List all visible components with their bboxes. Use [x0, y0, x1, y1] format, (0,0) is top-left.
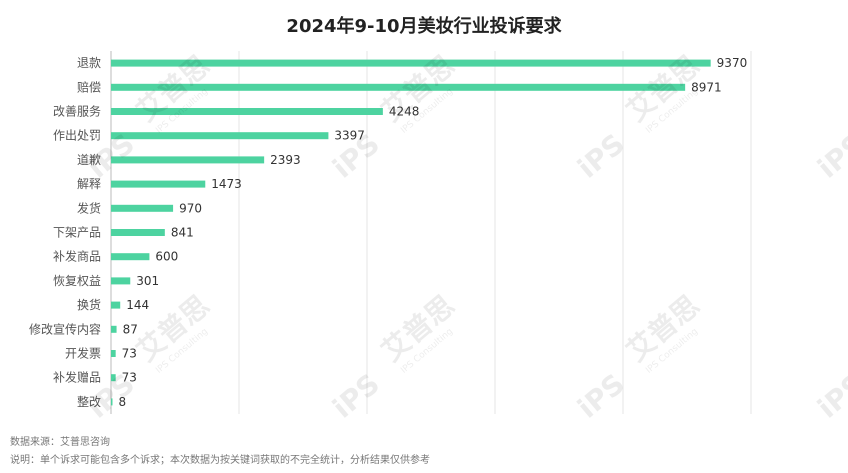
bars-group: 退款 9370 赔偿 8971 改善服务 4248 作出处罚 3397 道歉 2393 解释 1473… — [29, 56, 747, 409]
category-label: 赔偿 — [77, 79, 101, 94]
footnote: 说明：单个诉求可能包含多个诉求；本次数据为按关键词获取的不完全统计，分析结果仅供… — [10, 455, 430, 466]
category-label: 补发赠品 — [53, 370, 101, 385]
source-note: 数据来源：艾普思咨询 — [10, 437, 110, 448]
value-label: 841 — [171, 226, 194, 240]
value-label: 144 — [126, 298, 149, 312]
watermark-logo: iPS — [811, 127, 848, 185]
bar — [111, 132, 329, 140]
bar — [111, 253, 150, 261]
bar — [111, 229, 165, 236]
value-label: 73 — [122, 371, 137, 385]
category-label: 下架产品 — [53, 226, 101, 240]
bar — [111, 108, 383, 115]
value-label: 3397 — [334, 129, 365, 143]
watermark-logo: iPS — [326, 367, 386, 425]
category-label: 开发票 — [65, 346, 101, 361]
category-label: 解释 — [77, 177, 101, 191]
bar — [111, 59, 711, 67]
value-label: 2393 — [270, 153, 301, 167]
category-label: 整改 — [77, 394, 101, 409]
value-label: 4248 — [389, 105, 420, 119]
value-label: 87 — [123, 322, 138, 336]
value-label: 8971 — [691, 80, 722, 94]
bar — [111, 156, 265, 164]
category-label: 修改宣传内容 — [29, 321, 101, 336]
bar — [111, 325, 117, 333]
category-label: 退款 — [77, 56, 101, 70]
value-label: 8 — [119, 395, 127, 409]
watermark-logo: iPS — [571, 127, 631, 185]
bar — [111, 374, 116, 382]
chart-title: 2024年9-10月美妆行业投诉要求 — [286, 15, 562, 37]
watermark-logo: iPS — [811, 367, 848, 425]
value-label: 73 — [122, 347, 137, 361]
bar — [111, 301, 121, 309]
value-label: 600 — [155, 250, 178, 264]
category-label: 道歉 — [77, 153, 101, 167]
value-label: 301 — [136, 274, 159, 288]
value-label: 970 — [179, 201, 202, 215]
bar — [111, 350, 116, 357]
category-label: 换货 — [77, 297, 101, 312]
bar — [111, 277, 131, 285]
bar — [111, 83, 686, 91]
category-label: 作出处罚 — [53, 129, 101, 143]
value-label: 1473 — [211, 177, 242, 191]
bar — [111, 204, 174, 212]
watermark-logo: iPS — [571, 367, 631, 425]
bar — [111, 180, 206, 188]
category-label: 补发商品 — [53, 249, 101, 264]
category-label: 发货 — [77, 200, 101, 215]
value-label: 9370 — [717, 56, 748, 70]
category-label: 恢复权益 — [53, 274, 101, 288]
category-label: 改善服务 — [53, 104, 101, 119]
bar — [111, 398, 113, 406]
